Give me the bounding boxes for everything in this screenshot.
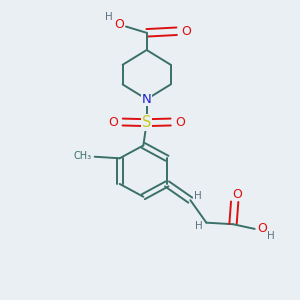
Text: O: O xyxy=(108,116,118,128)
Text: O: O xyxy=(232,188,242,201)
Text: O: O xyxy=(114,19,124,32)
Text: H: H xyxy=(105,12,112,22)
Text: H: H xyxy=(268,231,275,241)
Text: S: S xyxy=(142,115,152,130)
Text: CH₃: CH₃ xyxy=(74,151,92,161)
Text: N: N xyxy=(142,93,152,106)
Text: O: O xyxy=(181,25,191,38)
Text: H: H xyxy=(194,191,202,201)
Text: O: O xyxy=(175,116,185,128)
Text: H: H xyxy=(195,221,203,231)
Text: O: O xyxy=(257,222,267,236)
